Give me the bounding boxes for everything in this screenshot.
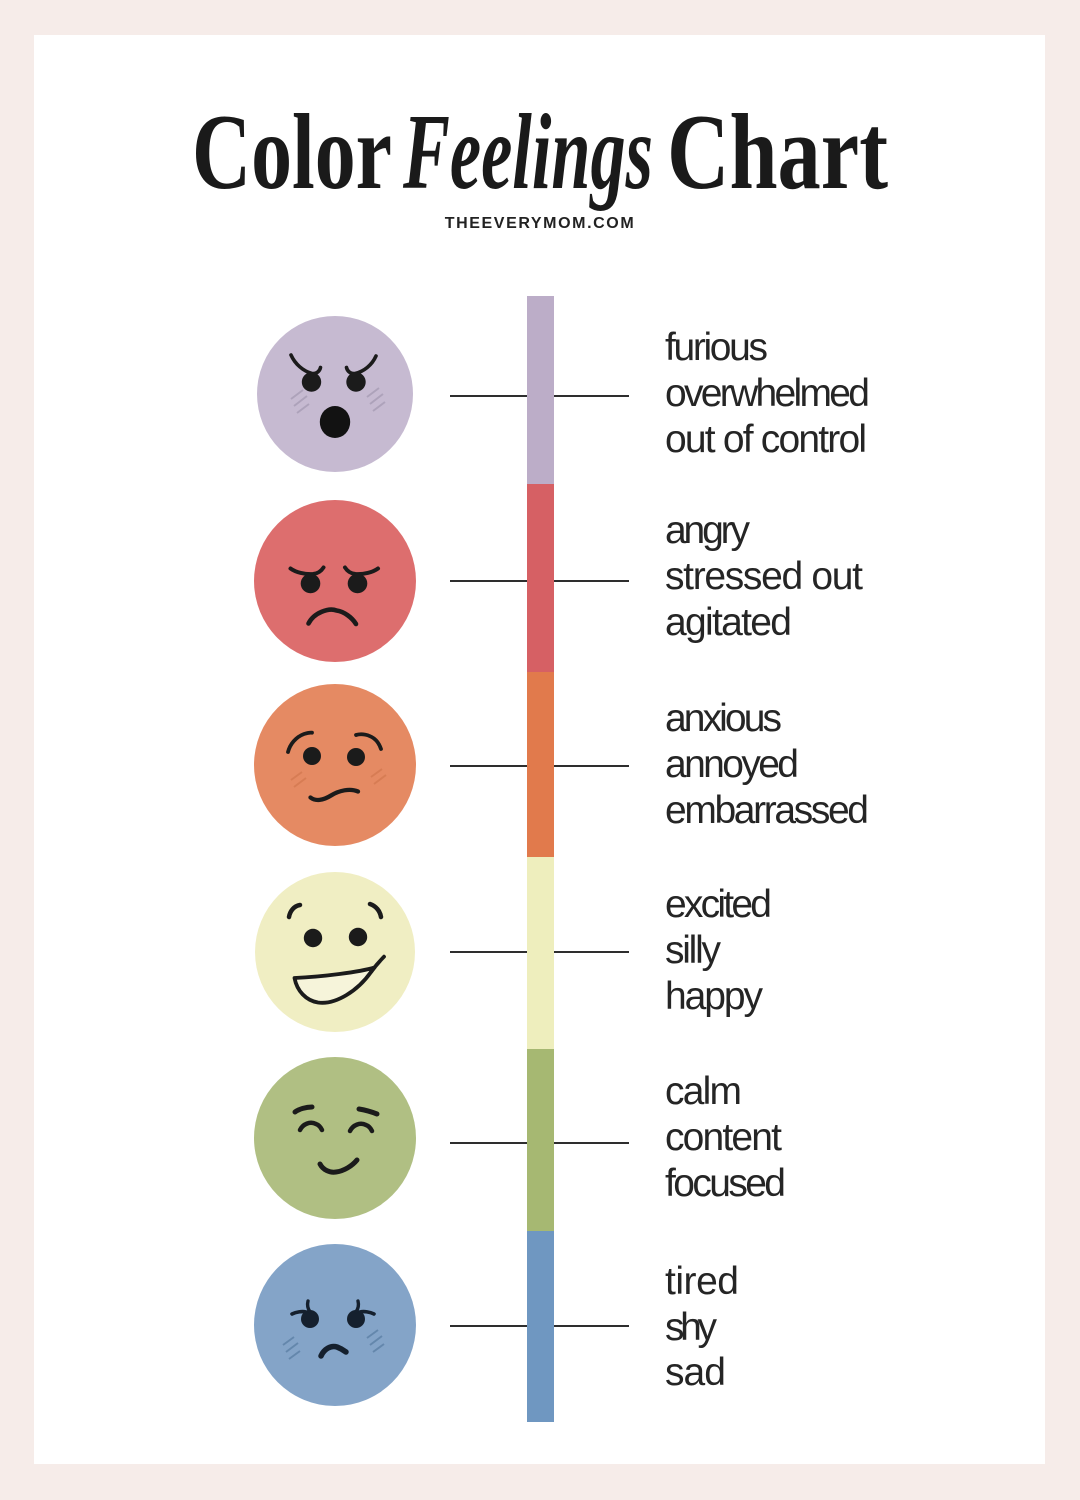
svg-text:furious: furious bbox=[665, 326, 768, 369]
svg-text:sad: sad bbox=[665, 1351, 726, 1394]
svg-text:content: content bbox=[665, 1116, 782, 1159]
svg-text:Chart: Chart bbox=[667, 93, 888, 212]
svg-text:overwhelmed: overwhelmed bbox=[665, 372, 870, 415]
svg-text:annoyed: annoyed bbox=[665, 743, 799, 786]
svg-text:THEEVERYMOM.COM: THEEVERYMOM.COM bbox=[445, 215, 636, 232]
svg-text:shy: shy bbox=[665, 1306, 718, 1349]
svg-text:stressed out: stressed out bbox=[665, 555, 863, 598]
svg-text:out of control: out of control bbox=[665, 418, 867, 461]
svg-text:calm: calm bbox=[665, 1070, 742, 1113]
svg-text:focused: focused bbox=[665, 1162, 786, 1205]
svg-text:happy: happy bbox=[665, 975, 764, 1018]
svg-text:tired: tired bbox=[665, 1260, 739, 1303]
svg-text:anxious: anxious bbox=[665, 697, 782, 740]
svg-text:Color: Color bbox=[192, 93, 392, 212]
svg-text:agitated: agitated bbox=[665, 601, 792, 644]
svg-text:Feelings: Feelings bbox=[402, 93, 653, 212]
svg-text:silly: silly bbox=[665, 929, 722, 972]
svg-text:excited: excited bbox=[665, 883, 772, 926]
svg-text:embarrassed: embarrassed bbox=[665, 789, 869, 832]
svg-text:angry: angry bbox=[665, 509, 751, 552]
